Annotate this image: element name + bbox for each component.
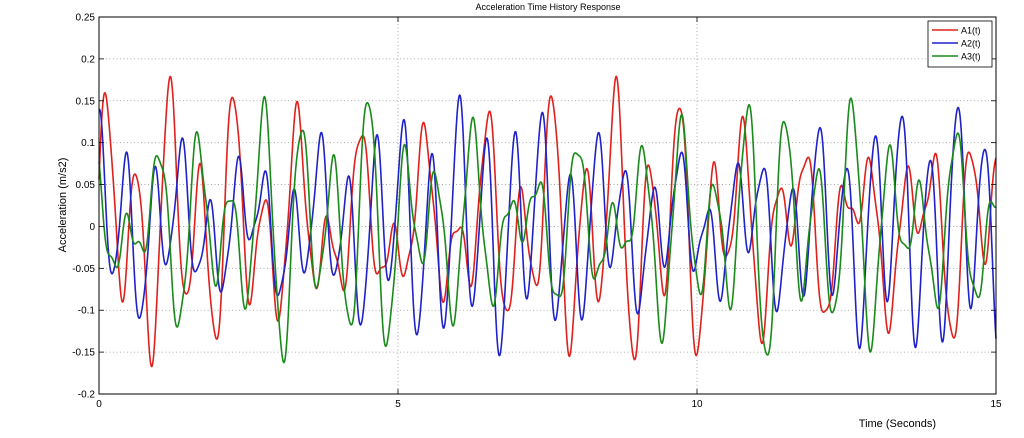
y-tick-label: 0 — [89, 222, 95, 233]
series-line-3 — [98, 95, 997, 364]
x-tick-label: 15 — [990, 399, 1002, 410]
x-axis-label: Time (Seconds) — [859, 418, 936, 430]
y-tick-label: -0.05 — [72, 264, 95, 275]
x-tick-label: 10 — [691, 399, 703, 410]
series-layer — [98, 75, 997, 368]
legend-label-3: A3(t) — [961, 52, 981, 62]
y-tick-label: 0.05 — [76, 180, 96, 191]
y-tick-label: 0.15 — [76, 96, 96, 107]
legend-label-2: A2(t) — [961, 39, 981, 49]
y-tick-label: 0.2 — [81, 54, 95, 65]
x-tick-label: 0 — [96, 399, 102, 410]
y-tick-label: 0.25 — [76, 13, 96, 24]
ticks: -0.2 -0.15 -0.1 -0.05 0 0.05 0.1 0.15 0.2 0.25 0 5 1… — [72, 13, 1002, 411]
y-tick-label: 0.1 — [81, 138, 95, 149]
plot-frame — [98, 16, 997, 395]
legend-label-1: A1(t) — [961, 26, 981, 36]
series-line-2 — [98, 94, 997, 357]
legend-box — [927, 20, 993, 68]
series-line-1 — [98, 75, 997, 368]
y-axis-label: Acceleration (m/s2) — [57, 158, 69, 253]
chart-title: Acceleration Time History Response — [475, 2, 620, 12]
y-tick-label: -0.1 — [78, 306, 96, 317]
x-tick-label: 5 — [395, 399, 401, 410]
legend: A1(t) A2(t) A3(t) — [927, 20, 993, 68]
y-tick-label: -0.15 — [72, 348, 95, 359]
y-tick-label: -0.2 — [78, 390, 96, 401]
